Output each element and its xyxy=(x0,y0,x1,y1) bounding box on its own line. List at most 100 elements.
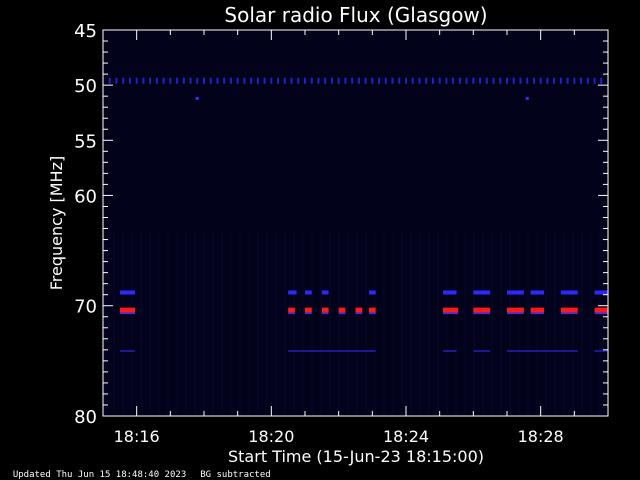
band-2-edge xyxy=(321,312,329,315)
band-0-tick xyxy=(297,77,300,84)
band-0-tick xyxy=(196,77,199,84)
band-0-tick xyxy=(142,77,145,84)
x-tick-label: 18:24 xyxy=(383,427,429,446)
band-0-tick xyxy=(304,77,306,84)
band-0-tick xyxy=(176,77,179,84)
band-1-segment xyxy=(507,290,524,295)
band-0-tick xyxy=(559,77,562,84)
band-2-edge xyxy=(368,312,376,315)
band-0-tick xyxy=(277,77,280,84)
plot-background xyxy=(103,30,608,416)
chart-title: Solar radio Flux (Glasgow) xyxy=(224,3,487,27)
band-0-tick xyxy=(519,77,522,84)
band-2-segment xyxy=(473,307,491,313)
axes: 45 50 55 60 70 80 18:16 18:20 18:24 18:28 xyxy=(74,21,609,446)
band-1-segment xyxy=(594,290,608,295)
plot-content xyxy=(104,77,608,414)
band-0-tick xyxy=(236,77,239,84)
plot-frame xyxy=(102,29,609,417)
band-0-tick xyxy=(108,77,111,84)
band-0-tick xyxy=(526,77,529,84)
band-0-tick xyxy=(243,77,246,84)
y-tick-label: 50 xyxy=(74,76,97,97)
band-0-tick xyxy=(162,77,165,84)
band-0-tick xyxy=(283,77,286,84)
band-2-edge xyxy=(338,312,346,315)
y-tick-label: 45 xyxy=(74,21,97,42)
band-0-tick xyxy=(209,77,212,84)
band-0-tick xyxy=(229,77,232,84)
band-2-edge xyxy=(119,312,135,315)
band-2-edge xyxy=(288,312,295,315)
band-2-segment xyxy=(338,307,346,313)
y-tick-label: 70 xyxy=(74,297,97,318)
band-2-segment xyxy=(355,307,363,313)
band-0-tick xyxy=(485,77,488,84)
footer: Updated Thu Jun 15 18:48:40 2023 BG subtr… xyxy=(2,460,285,480)
band-0-tick xyxy=(324,77,327,84)
band-0-tick xyxy=(357,77,360,84)
band-0-tick xyxy=(351,77,354,84)
band-0-tick xyxy=(458,77,461,84)
band-3-segment xyxy=(594,350,608,353)
band-0-tick xyxy=(223,77,226,84)
band-0-tick xyxy=(431,77,434,84)
updated-timestamp: Updated Thu Jun 15 18:48:40 2023 xyxy=(12,470,187,480)
band-0-tick xyxy=(189,77,192,84)
band-0-tick xyxy=(364,77,367,84)
band-0-tick xyxy=(182,77,185,84)
x-axis-label: Start Time (15-Jun-23 18:15:00) xyxy=(228,447,484,466)
band-2-edge xyxy=(473,312,491,315)
spike-dot xyxy=(195,96,199,100)
band-2-segment xyxy=(530,307,545,313)
band-0-tick xyxy=(155,77,158,84)
band-2-segment xyxy=(305,307,312,313)
band-0-tick xyxy=(216,77,219,84)
band-0-tick xyxy=(122,77,125,84)
band-0-tick xyxy=(445,77,448,84)
band-0-tick xyxy=(344,77,347,84)
band-0-tick xyxy=(546,77,549,84)
band-0-tick xyxy=(317,77,320,84)
band-2-edge xyxy=(355,312,363,315)
band-0-tick xyxy=(438,77,441,84)
band-0-tick xyxy=(425,77,428,84)
band-1-segment xyxy=(119,290,135,295)
band-2-segment xyxy=(507,307,524,313)
band-1-segment xyxy=(473,290,491,295)
band-0-tick xyxy=(203,77,205,84)
band-0-tick xyxy=(452,77,455,84)
band-0-tick xyxy=(411,77,414,84)
band-0-tick xyxy=(499,77,502,84)
y-axis-label: Frequency [MHz] xyxy=(47,156,66,290)
x-tick-label: 18:28 xyxy=(518,427,564,446)
band-0-tick xyxy=(580,77,583,84)
band-0-tick xyxy=(586,77,589,84)
band-2-segment xyxy=(443,307,459,313)
band-0-tick xyxy=(600,77,603,84)
x-tick-label: 18:20 xyxy=(248,427,294,446)
band-0-tick xyxy=(263,77,266,84)
bg-subtracted-note: BG subtracted xyxy=(200,470,271,480)
band-1-segment xyxy=(288,290,297,295)
band-1-segment xyxy=(305,290,312,295)
band-1-segment xyxy=(443,290,457,295)
band-0-tick xyxy=(128,77,131,84)
band-1-segment xyxy=(530,290,545,295)
band-3-segment xyxy=(288,350,376,353)
y-tick-label: 60 xyxy=(74,186,97,207)
band-2-segment xyxy=(594,307,608,313)
band-1-segment xyxy=(321,290,329,295)
band-2-segment xyxy=(560,307,578,313)
band-0-tick xyxy=(378,77,381,84)
band-0-tick xyxy=(256,77,259,84)
band-1-segment xyxy=(368,290,376,295)
band-0-tick xyxy=(492,77,495,84)
band-2-edge xyxy=(530,312,545,315)
band-2-edge xyxy=(443,312,459,315)
band-0-tick xyxy=(573,77,576,84)
band-2-edge xyxy=(507,312,524,315)
band-0-tick xyxy=(290,77,293,84)
band-3-segment xyxy=(507,350,578,353)
band-0-tick xyxy=(337,77,340,84)
